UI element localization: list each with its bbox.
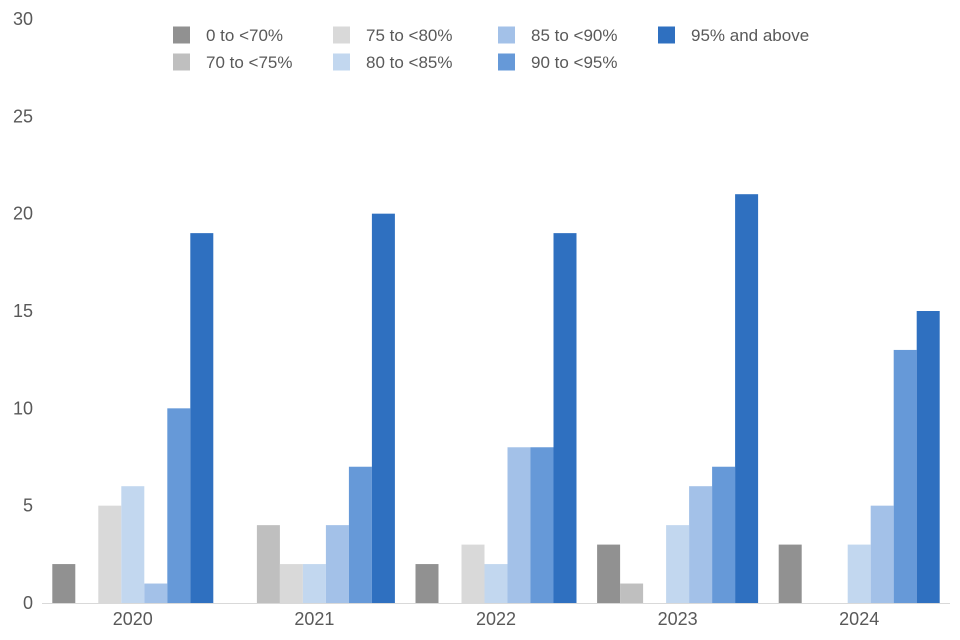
bar [415, 564, 439, 603]
bar [190, 233, 214, 603]
bar [461, 544, 485, 603]
bar [167, 408, 191, 603]
y-tick-label: 10 [13, 398, 33, 418]
bar [484, 564, 508, 603]
x-tick-label: 2023 [658, 609, 698, 629]
x-tick-label: 2022 [476, 609, 516, 629]
x-tick-label: 2020 [113, 609, 153, 629]
legend-label: 0 to <70% [206, 26, 283, 45]
bar [689, 486, 713, 603]
bar [507, 447, 531, 603]
bar [620, 583, 644, 603]
bar [121, 486, 145, 603]
bar [279, 564, 303, 603]
y-tick-label: 20 [13, 204, 33, 224]
bar [98, 505, 122, 603]
bar [302, 564, 326, 603]
legend-label: 75 to <80% [366, 26, 453, 45]
bar [735, 194, 759, 603]
legend-label: 95% and above [691, 26, 809, 45]
legend-swatch [173, 53, 190, 71]
y-tick-label: 5 [23, 496, 33, 516]
bar [712, 466, 736, 603]
bar [778, 544, 802, 603]
x-tick-label: 2024 [839, 609, 879, 629]
legend-swatch [658, 26, 675, 44]
bar [371, 213, 395, 603]
y-tick-label: 0 [23, 593, 33, 613]
bar [666, 525, 690, 603]
legend-label: 80 to <85% [366, 53, 453, 72]
legend-label: 70 to <75% [206, 53, 293, 72]
bar [52, 564, 76, 603]
bar [553, 233, 577, 603]
legend-swatch [498, 53, 515, 71]
x-axis: 2020 2021 2022 2023 2024 [113, 609, 879, 629]
legend-label: 90 to <95% [531, 53, 618, 72]
y-tick-label: 30 [13, 9, 33, 29]
bar [325, 525, 349, 603]
bar [348, 466, 372, 603]
bar [256, 525, 280, 603]
legend-swatch [498, 26, 515, 44]
y-tick-label: 25 [13, 106, 33, 126]
bar [847, 544, 871, 603]
legend-label: 85 to <90% [531, 26, 618, 45]
bars [52, 194, 940, 603]
x-tick-label: 2021 [294, 609, 334, 629]
bar [893, 349, 917, 603]
bar [597, 544, 621, 603]
bar [530, 447, 554, 603]
bar [916, 311, 940, 603]
bar [144, 583, 168, 603]
bar [870, 505, 894, 603]
y-axis: 0 5 10 15 20 25 30 [13, 9, 33, 613]
legend: 0 to <70% 70 to <75% 75 to <80% 80 to <85% 8… [173, 26, 809, 72]
legend-swatch [173, 26, 190, 44]
legend-swatch [333, 53, 350, 71]
legend-swatch [333, 26, 350, 44]
y-tick-label: 15 [13, 301, 33, 321]
